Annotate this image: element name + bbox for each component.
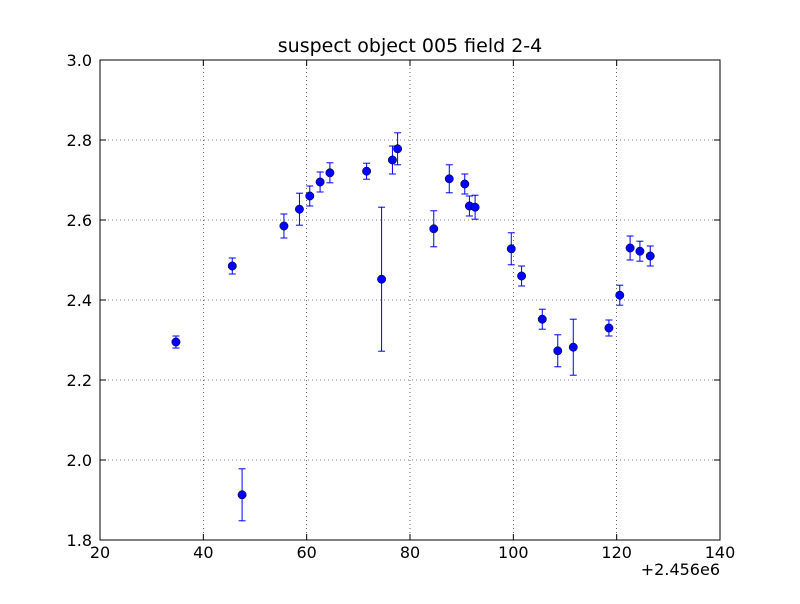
data-point [553,346,563,356]
data-point [444,174,454,184]
data-point [305,191,315,201]
data-point [506,244,516,254]
x-tick-label: 100 [498,543,529,562]
data-point [393,144,403,154]
y-tick-label: 3.0 [67,51,92,70]
data-point [429,224,439,234]
x-tick-label: 140 [705,543,736,562]
x-tick-label: 60 [296,543,316,562]
x-tick-label: 20 [90,543,110,562]
y-tick-label: 2.2 [67,371,92,390]
data-point [625,243,635,253]
chart-title: suspect object 005 field 2-4 [277,35,543,57]
y-tick-label: 2.8 [67,131,92,150]
data-point [377,274,387,284]
data-point [171,337,181,347]
data-point [604,323,614,333]
data-point [537,314,547,324]
data-point [325,168,335,178]
data-point [517,271,527,281]
data-point [645,251,655,261]
axes-frame [99,59,721,541]
data-point [470,202,480,212]
data-point [387,155,397,165]
x-tick-label: 80 [400,543,420,562]
x-tick-label: 40 [193,543,213,562]
data-point [615,290,625,300]
data-point [294,204,304,214]
data-point [362,166,372,176]
y-tick-label: 2.6 [67,211,92,230]
data-point [237,490,247,500]
data-point [227,261,237,271]
data-point [460,179,470,189]
data-point [315,177,325,187]
y-tick-label: 2.0 [67,451,92,470]
y-tick-label: 2.4 [67,291,92,310]
x-tick-label: 120 [601,543,632,562]
y-tick-label: 1.8 [67,531,92,550]
x-offset-label: +2.456e6 [640,560,720,579]
data-point [568,342,578,352]
data-point [635,246,645,256]
data-point [279,221,289,231]
